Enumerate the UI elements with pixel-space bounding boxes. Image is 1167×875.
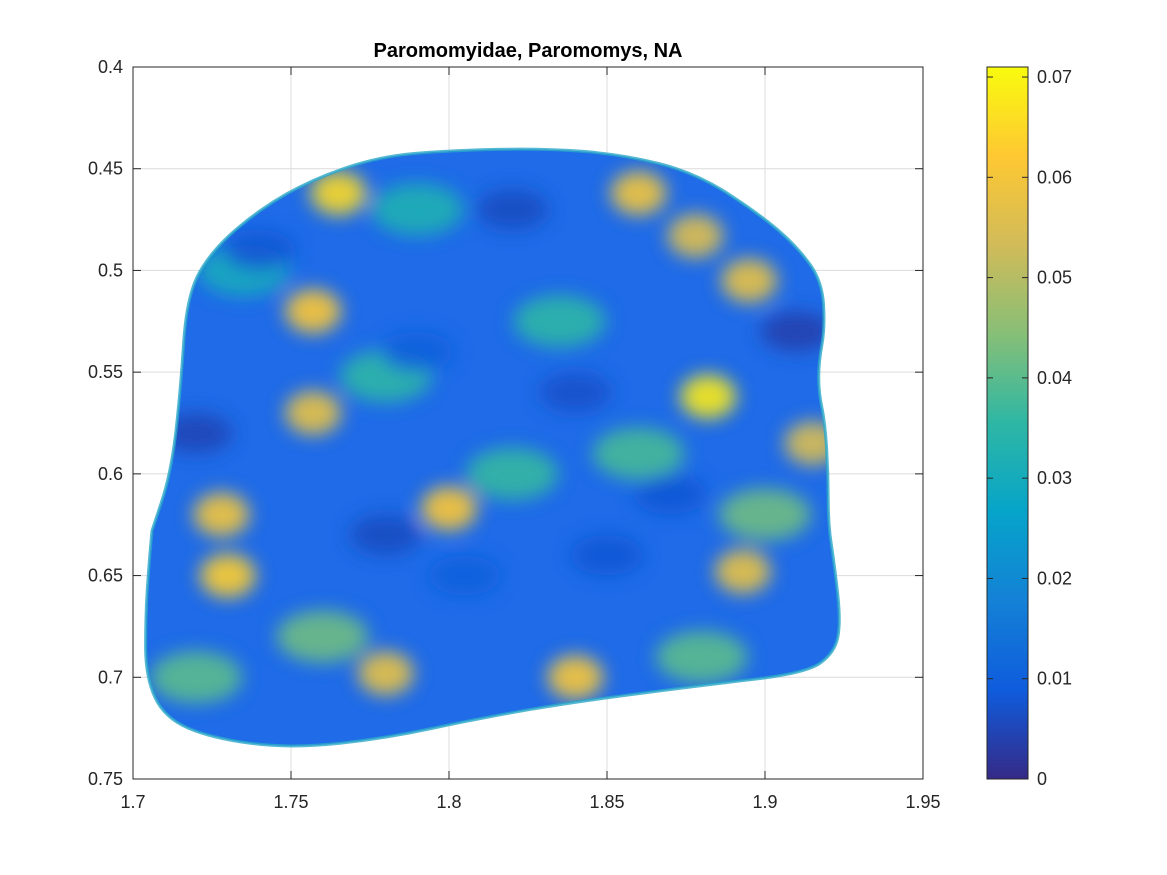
x-tick-label: 1.85 bbox=[589, 792, 624, 812]
mid-value-region bbox=[150, 651, 243, 704]
mid-value-region bbox=[466, 447, 559, 500]
high-value-region bbox=[357, 651, 414, 696]
surface-plot bbox=[145, 149, 840, 746]
low-value-region bbox=[428, 555, 501, 596]
colorbar-tick-label: 0.07 bbox=[1037, 67, 1072, 87]
colorbar-tick-label: 0.02 bbox=[1037, 568, 1072, 588]
colorbar-tick-label: 0.03 bbox=[1037, 468, 1072, 488]
low-value-region bbox=[476, 189, 549, 230]
high-value-region bbox=[193, 492, 250, 537]
x-axis-ticks: 1.7 1.75 1.8 1.85 1.9 1.95 bbox=[120, 67, 941, 812]
high-value-region bbox=[310, 171, 367, 216]
colorbar: 0 0.01 0.02 0.03 0.04 0.05 0.06 0.07 bbox=[986, 66, 1072, 789]
low-value-region bbox=[634, 474, 707, 515]
y-tick-label: 0.45 bbox=[88, 159, 123, 179]
y-tick-label: 0.75 bbox=[88, 769, 123, 789]
high-value-region bbox=[285, 289, 342, 334]
colorbar-tick-label: 0.06 bbox=[1037, 167, 1072, 187]
mid-value-region bbox=[371, 183, 464, 236]
high-value-region bbox=[547, 655, 604, 700]
low-value-region bbox=[223, 230, 296, 271]
surface-outline bbox=[144, 147, 841, 748]
x-tick-label: 1.95 bbox=[905, 792, 940, 812]
mid-value-region bbox=[276, 610, 369, 663]
x-tick-label: 1.9 bbox=[752, 792, 777, 812]
high-value-region bbox=[667, 213, 724, 258]
mid-value-region bbox=[719, 488, 811, 541]
colorbar-tick-label: 0.04 bbox=[1037, 368, 1072, 388]
axes-box bbox=[132, 66, 924, 780]
colorbar-tick-label: 0 bbox=[1037, 769, 1047, 789]
y-tick-label: 0.7 bbox=[98, 667, 123, 687]
colorbar-tick-label: 0.01 bbox=[1037, 669, 1072, 689]
high-value-region bbox=[721, 258, 778, 303]
colorbar-tick-label: 0.05 bbox=[1037, 268, 1072, 288]
high-value-region bbox=[714, 549, 771, 594]
high-value-region bbox=[421, 486, 477, 531]
mid-value-region bbox=[513, 295, 606, 348]
y-tick-label: 0.4 bbox=[98, 57, 123, 77]
mid-value-region bbox=[592, 427, 685, 480]
chart-title: Paromomyidae, Paromomys, NA bbox=[374, 40, 683, 62]
low-value-region bbox=[571, 535, 643, 576]
low-value-region bbox=[760, 311, 833, 352]
y-tick-label: 0.65 bbox=[88, 566, 123, 586]
low-value-region bbox=[539, 372, 612, 413]
y-tick-label: 0.5 bbox=[98, 260, 123, 280]
low-value-region bbox=[349, 514, 422, 555]
y-axis-ticks: 0.4 0.45 0.5 0.55 0.6 0.65 0.7 0.75 bbox=[88, 57, 923, 789]
high-value-region bbox=[680, 374, 737, 419]
y-tick-label: 0.6 bbox=[98, 464, 123, 484]
high-value-region bbox=[610, 171, 667, 216]
mid-value-region bbox=[655, 630, 748, 683]
y-tick-label: 0.55 bbox=[88, 362, 123, 382]
colorbar-gradient bbox=[986, 66, 1029, 780]
low-value-region bbox=[381, 331, 454, 372]
x-tick-label: 1.75 bbox=[273, 792, 308, 812]
high-value-region bbox=[285, 390, 342, 435]
axes: 1.7 1.75 1.8 1.85 1.9 1.95 0.40.450.50.550.60… bbox=[88, 40, 941, 812]
x-tick-label: 1.7 bbox=[120, 792, 145, 812]
high-value-region bbox=[199, 553, 256, 598]
colorbar-ticks: 0 0.01 0.02 0.03 0.04 0.05 0.06 0.07 bbox=[987, 67, 1072, 789]
x-tick-label: 1.8 bbox=[436, 792, 461, 812]
